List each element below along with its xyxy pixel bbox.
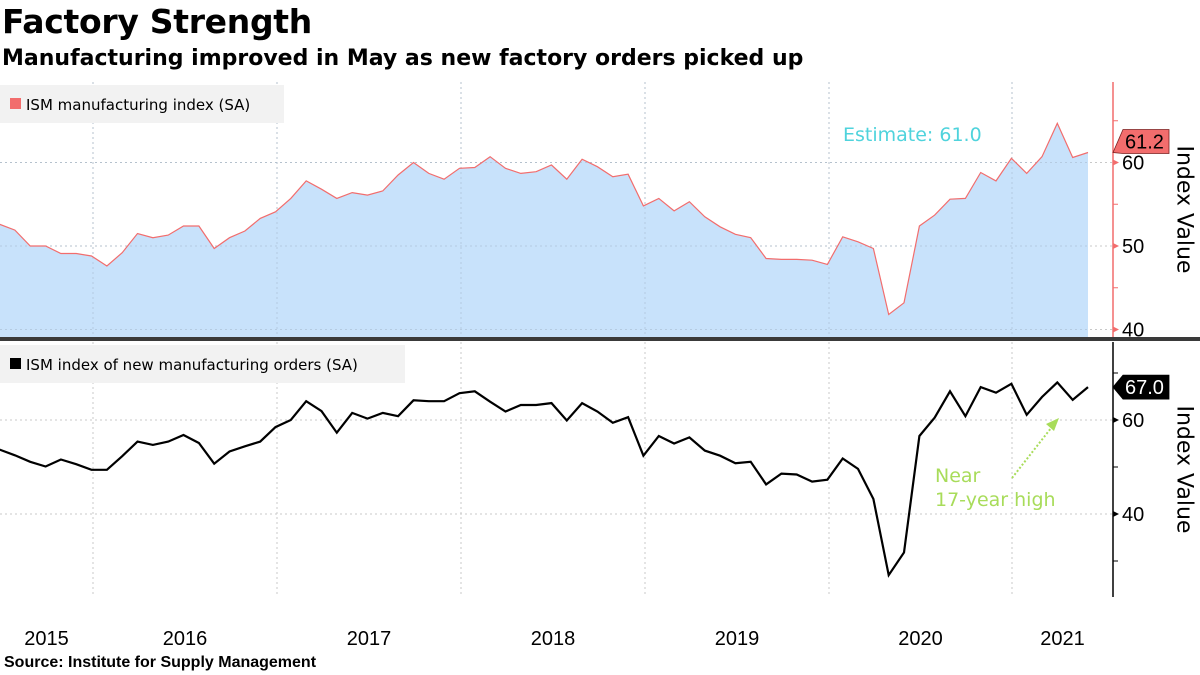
estimate-annotation: Estimate: 61.0 bbox=[843, 124, 982, 146]
legend-swatch bbox=[10, 358, 21, 369]
y-tick-label: 40 bbox=[1122, 320, 1144, 342]
legend-swatch bbox=[10, 98, 21, 109]
last-value-label: 67.0 bbox=[1125, 377, 1164, 399]
y-axis-tick bbox=[1113, 326, 1119, 333]
y-axis-tick bbox=[1113, 159, 1119, 166]
y-axis-tick bbox=[1113, 243, 1119, 249]
source-note: Source: Institute for Supply Management bbox=[4, 654, 317, 671]
series-line bbox=[0, 380, 1089, 578]
y-tick-label: 60 bbox=[1122, 410, 1144, 432]
y-axis-title: Index Value bbox=[1172, 146, 1197, 274]
y-axis-tick bbox=[1113, 417, 1119, 423]
arrow-head-icon bbox=[1046, 418, 1059, 431]
panel-divider bbox=[0, 337, 1200, 341]
legend-label: ISM manufacturing index (SA) bbox=[26, 96, 250, 114]
area-fill bbox=[0, 123, 1088, 337]
x-tick-label: 2021 bbox=[1040, 628, 1085, 650]
x-tick-label: 2020 bbox=[898, 628, 943, 650]
y-axis-title: Index Value bbox=[1172, 406, 1197, 534]
series-line bbox=[0, 121, 1089, 316]
last-value-badge bbox=[1112, 129, 1170, 154]
chart-subtitle: Manufacturing improved in May as new fac… bbox=[2, 46, 804, 71]
annotation-arrow bbox=[1011, 422, 1056, 479]
x-tick-label: 2015 bbox=[24, 628, 69, 650]
legend-label: ISM index of new manufacturing orders (S… bbox=[26, 356, 358, 374]
annotation-line-2: 17-year high bbox=[935, 489, 1056, 511]
y-axis-tick bbox=[1113, 511, 1119, 517]
x-tick-label: 2018 bbox=[531, 628, 576, 650]
y-tick-label: 50 bbox=[1122, 236, 1144, 258]
last-value-label: 61.2 bbox=[1125, 131, 1164, 153]
chart-title: Factory Strength bbox=[2, 2, 312, 41]
x-tick-label: 2019 bbox=[715, 628, 760, 650]
last-value-badge bbox=[1112, 374, 1170, 400]
annotation-line-1: Near bbox=[935, 465, 981, 487]
x-tick-label: 2017 bbox=[347, 628, 392, 650]
y-tick-label: 60 bbox=[1122, 153, 1144, 175]
y-tick-label: 40 bbox=[1122, 504, 1144, 526]
legend-box bbox=[0, 345, 405, 383]
legend-box bbox=[0, 85, 284, 123]
x-tick-label: 2016 bbox=[163, 628, 208, 650]
